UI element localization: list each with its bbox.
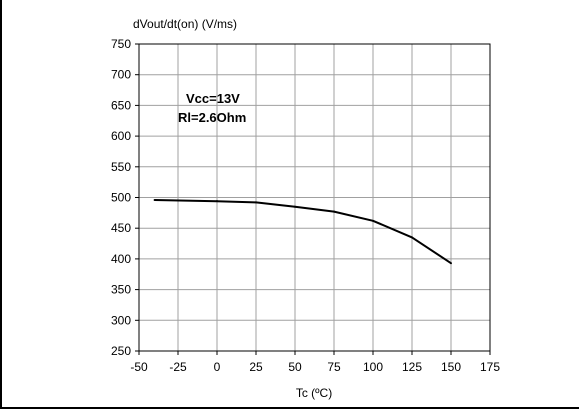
- x-tick-label: 50: [288, 360, 302, 374]
- series-point: [333, 210, 335, 213]
- series-line: [154, 199, 452, 265]
- series-group: [153, 198, 452, 265]
- x-tick-label: 150: [441, 360, 461, 374]
- series-point: [255, 201, 257, 204]
- x-tick-label: 0: [214, 360, 221, 374]
- x-axis-title: Tc (ºC): [296, 386, 332, 400]
- series-point: [216, 200, 218, 203]
- y-tick-label: 750: [111, 37, 131, 51]
- series-point: [450, 262, 452, 265]
- series-point: [372, 219, 374, 222]
- y-tick-label: 350: [111, 283, 131, 297]
- x-tick-label: 25: [249, 360, 263, 374]
- series-point: [411, 236, 413, 239]
- y-tick-label: 600: [111, 129, 131, 143]
- x-tick-label: -25: [169, 360, 187, 374]
- y-axis-ticks: 250 300 350 400 450 500 550 600 650 700 750: [111, 37, 139, 358]
- x-tick-label: 125: [402, 360, 422, 374]
- annotation-vcc: Vcc=13V: [186, 91, 240, 106]
- x-tick-label: -50: [130, 360, 148, 374]
- x-axis-ticks: -50 -25 0 25 50 75 100 125 150 175: [130, 351, 500, 374]
- y-tick-label: 300: [111, 313, 131, 327]
- x-tick-label: 100: [363, 360, 383, 374]
- y-tick-label: 650: [111, 98, 131, 112]
- y-tick-label: 400: [111, 252, 131, 266]
- y-axis-title: dVout/dt(on) (V/ms): [133, 17, 237, 31]
- y-tick-label: 700: [111, 68, 131, 82]
- x-tick-label: 75: [327, 360, 341, 374]
- y-tick-label: 550: [111, 160, 131, 174]
- series-point: [294, 205, 296, 208]
- y-tick-label: 500: [111, 191, 131, 205]
- y-tick-label: 250: [111, 344, 131, 358]
- series-point: [153, 198, 156, 201]
- grid-lines: [139, 44, 490, 351]
- annotation-rl: Rl=2.6Ohm: [178, 110, 246, 125]
- y-tick-label: 450: [111, 221, 131, 235]
- x-tick-label: 175: [480, 360, 500, 374]
